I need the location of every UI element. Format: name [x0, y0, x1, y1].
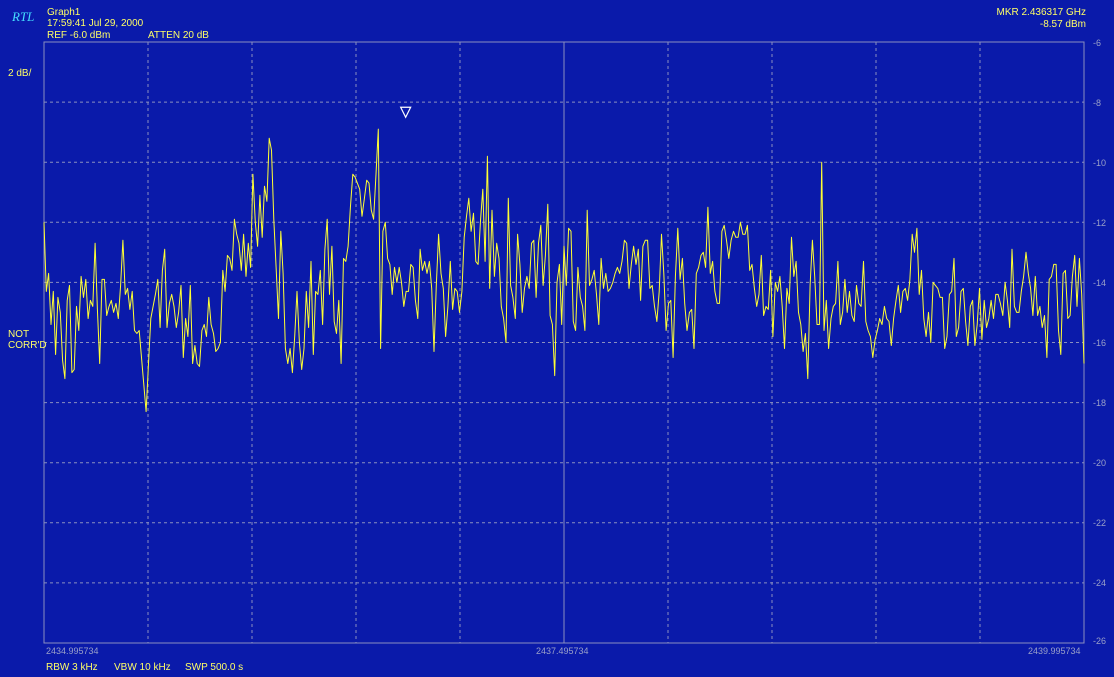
sweep-label: SWP 500.0 s — [185, 662, 244, 673]
y-tick-label: -26 — [1093, 636, 1107, 646]
x-center-label: 2437.495734 — [536, 646, 589, 656]
marker-level: -8.57 dBm — [1039, 19, 1086, 30]
spectrum-trace — [43, 128, 1085, 413]
ref-level: REF -6.0 dBm — [47, 30, 111, 41]
brand-logo: RTL — [12, 9, 35, 24]
x-start-label: 2434.995734 — [46, 646, 99, 656]
grid — [44, 42, 1084, 643]
marker-triangle-icon[interactable] — [399, 106, 412, 119]
y-tick-label: -8 — [1093, 98, 1102, 108]
y-tick-label: -16 — [1093, 338, 1107, 348]
marker-frequency: MKR 2.436317 GHz — [996, 7, 1087, 18]
scale-label: 2 dB/ — [8, 68, 32, 79]
rbw-label: RBW 3 kHz — [46, 662, 98, 673]
vbw-label: VBW 10 kHz — [114, 662, 171, 673]
y-tick-label: -18 — [1093, 398, 1107, 408]
y-tick-label: -12 — [1093, 218, 1107, 228]
correction-label-line2: CORR'D — [8, 340, 47, 351]
y-tick-label: -10 — [1093, 158, 1107, 168]
y-tick-label: -14 — [1093, 278, 1107, 288]
timestamp: 17:59:41 Jul 29, 2000 — [47, 18, 144, 29]
y-tick-label: -6 — [1093, 38, 1102, 48]
x-stop-label: 2439.995734 — [1028, 646, 1081, 656]
y-tick-label: -22 — [1093, 518, 1107, 528]
y-tick-label: -24 — [1093, 578, 1107, 588]
graph-name: Graph1 — [47, 7, 81, 18]
attenuation: ATTEN 20 dB — [148, 30, 209, 41]
correction-label-line1: NOT — [8, 329, 30, 340]
y-tick-label: -20 — [1093, 458, 1107, 468]
